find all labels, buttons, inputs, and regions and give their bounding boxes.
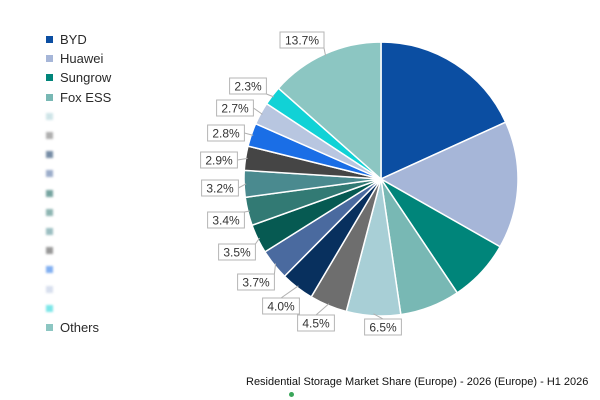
- legend-item-0: BYD: [46, 30, 196, 49]
- data-label-box-11: [200, 151, 238, 169]
- legend-item-15: Others: [46, 318, 196, 337]
- data-label-7: 3.7%: [242, 276, 270, 290]
- legend-swatch-1: [46, 55, 53, 63]
- legend-swatch-4: [46, 112, 53, 120]
- legend-swatch-15: [46, 323, 53, 331]
- legend-label-2: Sungrow: [60, 70, 112, 86]
- legend-item-5: [46, 126, 196, 145]
- legend-swatch-9: [46, 208, 53, 216]
- legend-item-10: [46, 222, 196, 241]
- data-label-11: 2.9%: [205, 154, 233, 168]
- legend-item-8: [46, 184, 196, 203]
- leader-line-5: [315, 303, 330, 316]
- legend-label-1: Huawei: [60, 51, 104, 67]
- data-label-10: 3.2%: [206, 182, 234, 196]
- data-label-box-14: [229, 77, 267, 95]
- legend-swatch-6: [46, 151, 53, 159]
- pie-slice-1: [379, 121, 519, 248]
- leader-line-15: [323, 47, 327, 56]
- data-label-box-10: [201, 179, 239, 197]
- leader-line-14: [266, 93, 274, 98]
- legend-swatch-0: [46, 36, 53, 44]
- leader-line-10: [238, 183, 247, 189]
- data-label-5: 4.5%: [302, 317, 330, 331]
- legend-label-3: Fox ESS: [60, 89, 112, 105]
- chart-legend: BYD Huawei Sungrow Fox ESS Others: [46, 30, 196, 337]
- leader-line-7: [273, 263, 277, 275]
- data-label-box-15: [279, 31, 325, 49]
- data-label-6: 4.0%: [267, 300, 295, 314]
- data-label-box-13: [216, 99, 254, 117]
- data-label-box-9: [207, 211, 245, 229]
- legend-swatch-12: [46, 266, 53, 274]
- legend-item-7: [46, 164, 196, 183]
- data-label-14: 2.3%: [234, 80, 262, 94]
- data-label-box-12: [207, 124, 245, 142]
- legend-item-13: [46, 279, 196, 298]
- legend-swatch-11: [46, 247, 53, 255]
- legend-item-14: [46, 299, 196, 318]
- legend-swatch-13: [46, 285, 53, 293]
- leader-line-8: [254, 237, 261, 245]
- pie-slice-0: [380, 41, 507, 181]
- data-label-4: 6.5%: [369, 321, 397, 335]
- legend-item-4: [46, 107, 196, 126]
- legend-swatch-14: [46, 304, 53, 312]
- legend-item-3: Fox ESS: [46, 88, 196, 107]
- legend-item-11: [46, 241, 196, 260]
- legend-item-2: Sungrow: [46, 68, 196, 87]
- chart-title: Residential Storage Market Share (Europe…: [246, 376, 589, 388]
- leader-line-6: [280, 285, 299, 299]
- leader-line-11: [237, 157, 248, 161]
- leader-line-4: [373, 313, 384, 320]
- data-label-15: 13.7%: [285, 34, 319, 48]
- data-label-8: 3.5%: [223, 246, 251, 260]
- title-marker-dot: [289, 392, 294, 397]
- data-label-13: 2.7%: [221, 102, 249, 116]
- legend-label-15: Others: [60, 319, 100, 335]
- legend-item-9: [46, 203, 196, 222]
- data-label-9: 3.4%: [212, 214, 240, 228]
- legend-item-1: Huawei: [46, 49, 196, 68]
- legend-swatch-5: [46, 132, 53, 140]
- data-label-box-4: [364, 318, 402, 336]
- legend-label-0: BYD: [60, 32, 87, 48]
- leader-line-9: [244, 210, 250, 213]
- legend-swatch-7: [46, 170, 53, 178]
- legend-swatch-10: [46, 227, 53, 235]
- legend-swatch-8: [46, 189, 53, 197]
- legend-item-6: [46, 145, 196, 164]
- leader-line-12: [244, 132, 254, 136]
- data-label-box-7: [237, 273, 275, 291]
- legend-item-12: [46, 260, 196, 279]
- legend-swatch-3: [46, 93, 53, 101]
- data-label-box-6: [262, 297, 300, 315]
- leader-line-13: [253, 107, 263, 115]
- data-label-box-5: [297, 314, 335, 332]
- data-label-box-8: [218, 243, 256, 261]
- data-label-12: 2.8%: [212, 127, 240, 141]
- legend-swatch-2: [46, 74, 53, 82]
